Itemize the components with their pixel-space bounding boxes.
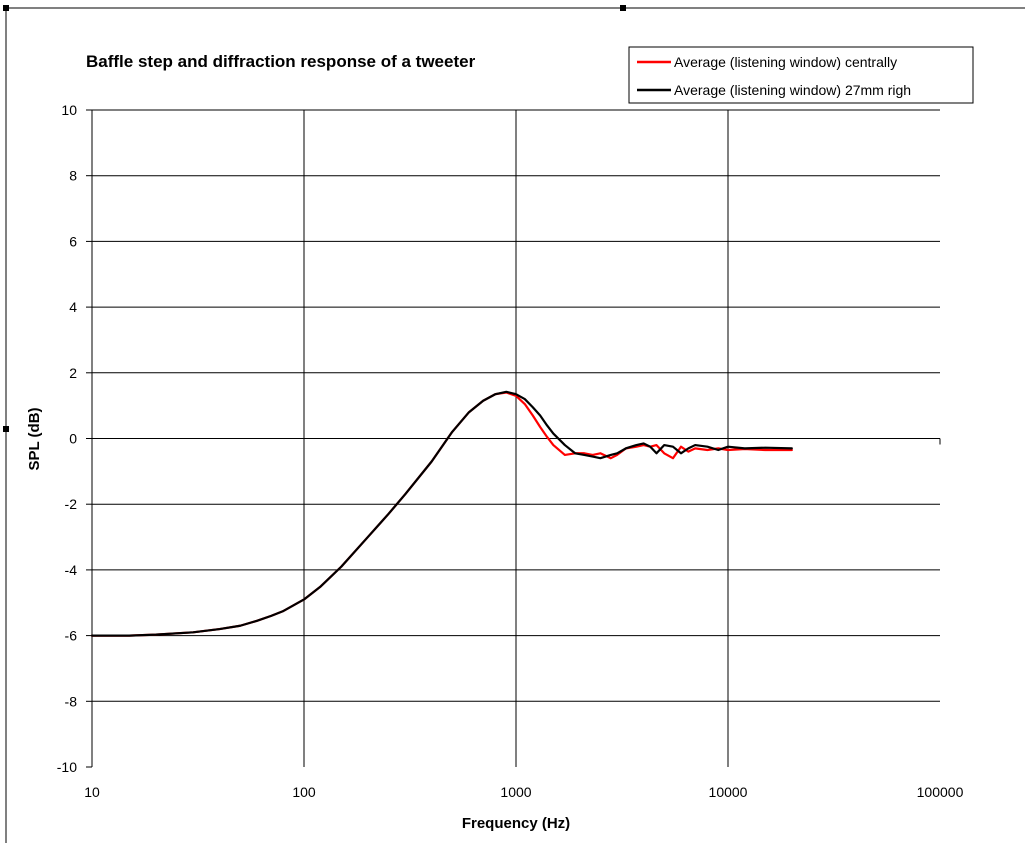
y-tick-label: -10 — [57, 759, 77, 775]
y-tick-label: -6 — [65, 628, 78, 644]
y-tick-label: -2 — [65, 496, 78, 512]
selection-frame — [3, 5, 1025, 843]
selection-handle-top-left[interactable] — [3, 5, 9, 11]
y-tick-labels: 10 8 6 4 2 0 -2 -4 -6 -8 -10 — [57, 102, 77, 775]
y-tick-label: 6 — [69, 233, 77, 249]
x-tick-label: 100 — [292, 784, 316, 800]
y-tick-label: 10 — [61, 102, 77, 118]
chart-title: Baffle step and diffraction response of … — [86, 52, 476, 71]
axes — [86, 109, 941, 768]
y-axis-title: SPL (dB) — [26, 407, 43, 470]
x-tick-label: 100000 — [917, 784, 964, 800]
legend-label-1: Average (listening window) 27mm righ — [674, 82, 911, 98]
series-lines — [90, 390, 793, 637]
y-tick-label: 4 — [69, 299, 77, 315]
x-axis-title: Frequency (Hz) — [462, 815, 570, 832]
y-tick-label: -8 — [65, 693, 78, 709]
series-line-1 — [90, 390, 793, 637]
y-tick-label: 2 — [69, 365, 77, 381]
selection-handle-top[interactable] — [620, 5, 626, 11]
y-tick-label: 0 — [69, 431, 77, 447]
legend-label-0: Average (listening window) centrally — [674, 54, 897, 70]
x-tick-label: 10000 — [709, 784, 748, 800]
x-tick-label: 10 — [84, 784, 100, 800]
y-tick-label: 8 — [69, 168, 77, 184]
legend: Average (listening window) centrally Ave… — [628, 46, 974, 104]
x-tick-label: 1000 — [500, 784, 531, 800]
selection-handle-left[interactable] — [3, 426, 9, 432]
x-tick-labels: 10 100 1000 10000 100000 — [84, 784, 963, 800]
series-line-0 — [90, 391, 793, 637]
legend-box — [628, 46, 974, 104]
y-tick-label: -4 — [65, 562, 78, 578]
